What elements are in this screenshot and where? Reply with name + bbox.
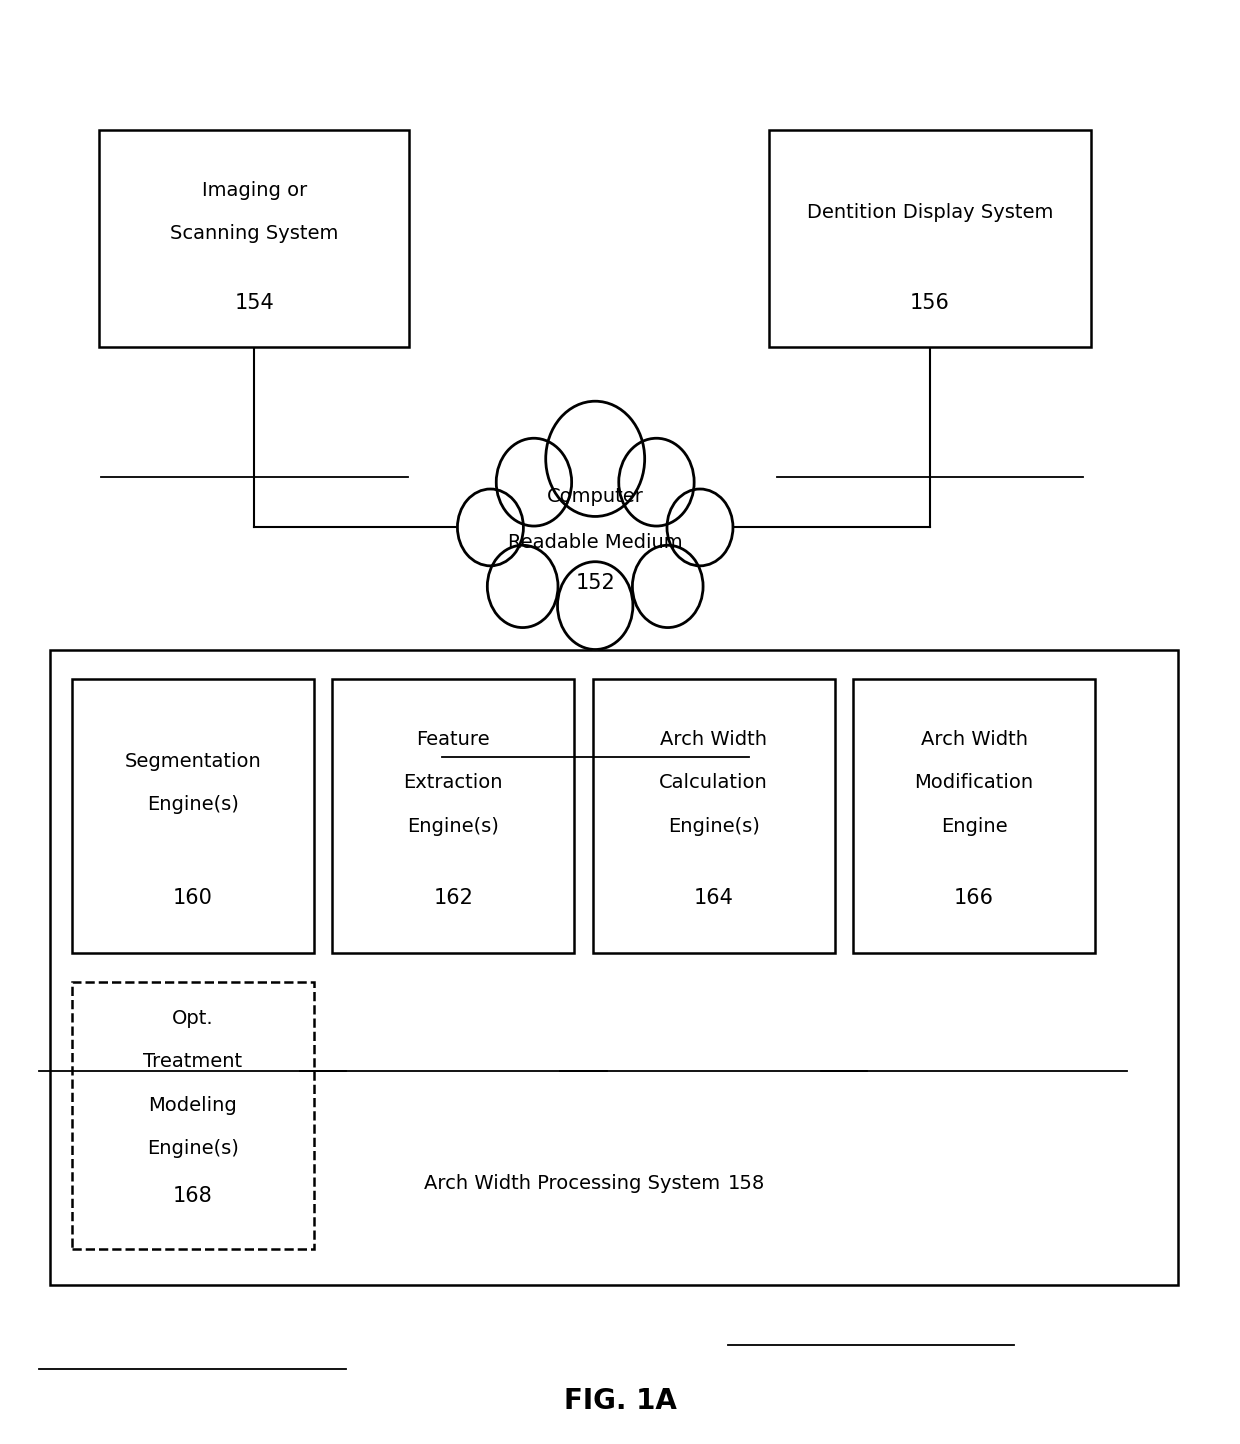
Text: 166: 166 (954, 888, 994, 908)
FancyBboxPatch shape (72, 679, 314, 953)
FancyBboxPatch shape (853, 679, 1095, 953)
Text: Engine(s): Engine(s) (407, 817, 500, 836)
Text: Arch Width: Arch Width (920, 731, 1028, 749)
FancyBboxPatch shape (593, 679, 835, 953)
Circle shape (667, 490, 733, 566)
Circle shape (632, 546, 703, 628)
Text: 160: 160 (172, 888, 213, 908)
Text: Engine: Engine (941, 817, 1007, 836)
Text: Modification: Modification (914, 774, 1034, 793)
Text: Modeling: Modeling (149, 1096, 237, 1115)
FancyBboxPatch shape (332, 679, 574, 953)
Text: FIG. 1A: FIG. 1A (563, 1386, 677, 1415)
FancyBboxPatch shape (50, 650, 1178, 1285)
Text: Scanning System: Scanning System (170, 224, 339, 244)
Circle shape (496, 438, 572, 526)
Text: Computer: Computer (547, 487, 644, 507)
Text: Opt.: Opt. (172, 1009, 213, 1028)
Text: Arch Width Processing System: Arch Width Processing System (424, 1174, 727, 1193)
Text: Arch Width: Arch Width (660, 731, 768, 749)
FancyBboxPatch shape (99, 130, 409, 347)
Circle shape (558, 562, 632, 650)
Text: 168: 168 (172, 1186, 213, 1206)
Text: Engine(s): Engine(s) (146, 1139, 239, 1158)
Text: 154: 154 (234, 293, 274, 313)
Text: Imaging or: Imaging or (202, 180, 306, 201)
Text: 164: 164 (693, 888, 734, 908)
Text: Engine(s): Engine(s) (146, 796, 239, 814)
Text: Calculation: Calculation (660, 774, 768, 793)
Text: Feature: Feature (417, 731, 490, 749)
Text: Engine(s): Engine(s) (667, 817, 760, 836)
Text: Extraction: Extraction (403, 774, 503, 793)
Text: Segmentation: Segmentation (124, 752, 262, 771)
Circle shape (487, 546, 558, 628)
Text: Readable Medium: Readable Medium (508, 533, 682, 553)
Circle shape (458, 490, 523, 566)
FancyBboxPatch shape (769, 130, 1091, 347)
Text: Treatment: Treatment (144, 1053, 242, 1071)
Circle shape (619, 438, 694, 526)
Text: 162: 162 (433, 888, 474, 908)
Circle shape (546, 401, 645, 517)
Text: Dentition Display System: Dentition Display System (807, 202, 1053, 222)
Text: 158: 158 (728, 1174, 765, 1193)
FancyBboxPatch shape (72, 982, 314, 1249)
Text: 152: 152 (575, 573, 615, 593)
Text: 156: 156 (910, 293, 950, 313)
